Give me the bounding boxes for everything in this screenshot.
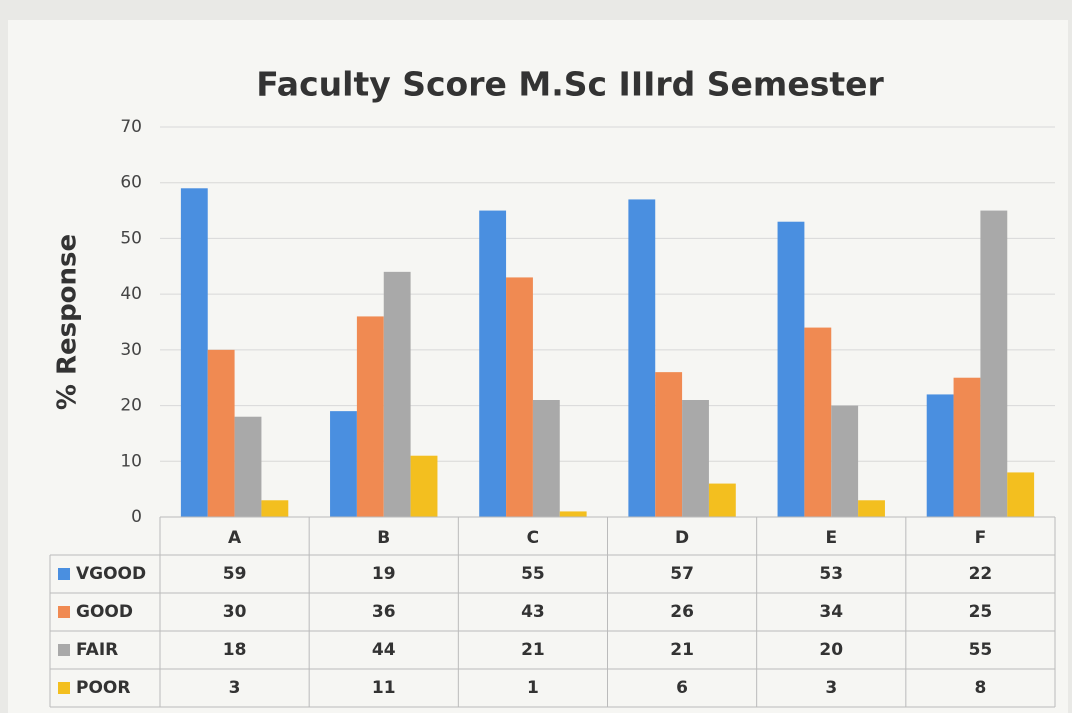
table-value: 26 bbox=[670, 602, 694, 622]
table-value: 19 bbox=[372, 564, 396, 584]
table-value: 30 bbox=[223, 602, 247, 622]
x-tick-label: A bbox=[228, 528, 242, 548]
table-value: 43 bbox=[521, 602, 545, 622]
bar bbox=[628, 199, 656, 517]
bar bbox=[655, 372, 683, 517]
bar bbox=[953, 377, 981, 517]
table-value: 55 bbox=[521, 564, 545, 584]
y-tick-label: 20 bbox=[120, 396, 142, 416]
bar bbox=[559, 511, 587, 517]
legend-label: FAIR bbox=[76, 640, 118, 660]
bar bbox=[180, 188, 208, 518]
bar bbox=[980, 210, 1008, 518]
table-value: 44 bbox=[372, 640, 396, 660]
table-value: 20 bbox=[819, 640, 843, 660]
legend-label: GOOD bbox=[76, 602, 133, 622]
x-tick-label: D bbox=[675, 528, 689, 548]
table-value: 25 bbox=[969, 602, 993, 622]
y-axis-label: % Response bbox=[53, 234, 83, 410]
bar bbox=[383, 271, 411, 517]
bar bbox=[804, 327, 832, 517]
table-value: 11 bbox=[372, 678, 396, 698]
table-value: 6 bbox=[676, 678, 688, 698]
bar bbox=[777, 221, 805, 517]
bar bbox=[234, 416, 262, 517]
table-value: 21 bbox=[521, 640, 545, 660]
bar bbox=[356, 316, 384, 517]
bar bbox=[682, 400, 709, 517]
legend-label: POOR bbox=[76, 678, 130, 698]
legend-key bbox=[58, 682, 70, 694]
table-value: 22 bbox=[969, 564, 993, 584]
y-tick-label: 70 bbox=[120, 117, 142, 137]
legend-key bbox=[58, 568, 70, 580]
legend-key bbox=[58, 606, 70, 618]
y-tick-label: 60 bbox=[120, 173, 142, 193]
table-value: 21 bbox=[670, 640, 694, 660]
table-value: 3 bbox=[825, 678, 837, 698]
bar bbox=[858, 500, 885, 517]
bar bbox=[261, 500, 289, 517]
table-value: 53 bbox=[819, 564, 843, 584]
x-tick-label: E bbox=[825, 528, 837, 548]
table-value: 59 bbox=[223, 564, 247, 584]
chart-title: Faculty Score M.Sc IIIrd Semester bbox=[256, 65, 884, 104]
bar bbox=[926, 394, 954, 517]
table-value: 1 bbox=[527, 678, 539, 698]
legend-label: VGOOD bbox=[76, 564, 146, 584]
table-value: 57 bbox=[670, 564, 694, 584]
bar bbox=[1007, 472, 1035, 517]
y-tick-label: 10 bbox=[120, 451, 142, 471]
table-value: 3 bbox=[229, 678, 241, 698]
table-value: 34 bbox=[819, 602, 843, 622]
table-value: 36 bbox=[372, 602, 396, 622]
bar bbox=[708, 483, 736, 517]
legend-key bbox=[58, 644, 70, 656]
y-tick-label: 40 bbox=[120, 284, 142, 304]
bar bbox=[532, 400, 560, 517]
table-value: 18 bbox=[223, 640, 247, 660]
table-value: 8 bbox=[974, 678, 986, 698]
bar bbox=[831, 405, 859, 517]
bar bbox=[410, 455, 438, 517]
bar bbox=[330, 411, 357, 517]
x-tick-label: C bbox=[527, 528, 539, 548]
x-tick-label: F bbox=[975, 528, 987, 548]
y-tick-label: 30 bbox=[120, 340, 142, 360]
bar bbox=[506, 277, 533, 517]
y-tick-label: 0 bbox=[131, 507, 142, 527]
table-value: 55 bbox=[969, 640, 993, 660]
y-tick-label: 50 bbox=[120, 228, 142, 248]
bar bbox=[207, 349, 235, 517]
bar bbox=[479, 210, 507, 518]
x-tick-label: B bbox=[377, 528, 390, 548]
